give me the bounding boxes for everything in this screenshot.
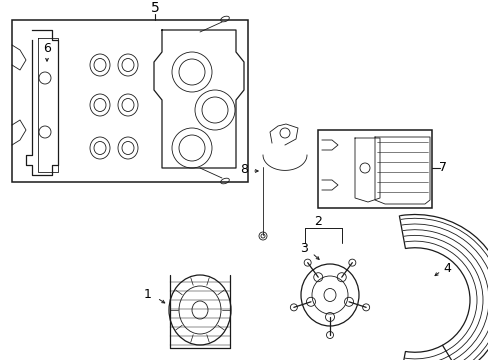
Text: 6: 6 (43, 41, 51, 54)
Text: 3: 3 (300, 242, 307, 255)
Text: 8: 8 (240, 163, 247, 176)
Bar (12, 20, 247, 182)
Bar (317, 130, 431, 208)
Text: 7: 7 (438, 162, 446, 175)
Text: 5: 5 (150, 1, 159, 15)
Text: 4: 4 (442, 261, 450, 274)
Text: 1: 1 (144, 288, 152, 301)
Text: 2: 2 (313, 216, 321, 229)
